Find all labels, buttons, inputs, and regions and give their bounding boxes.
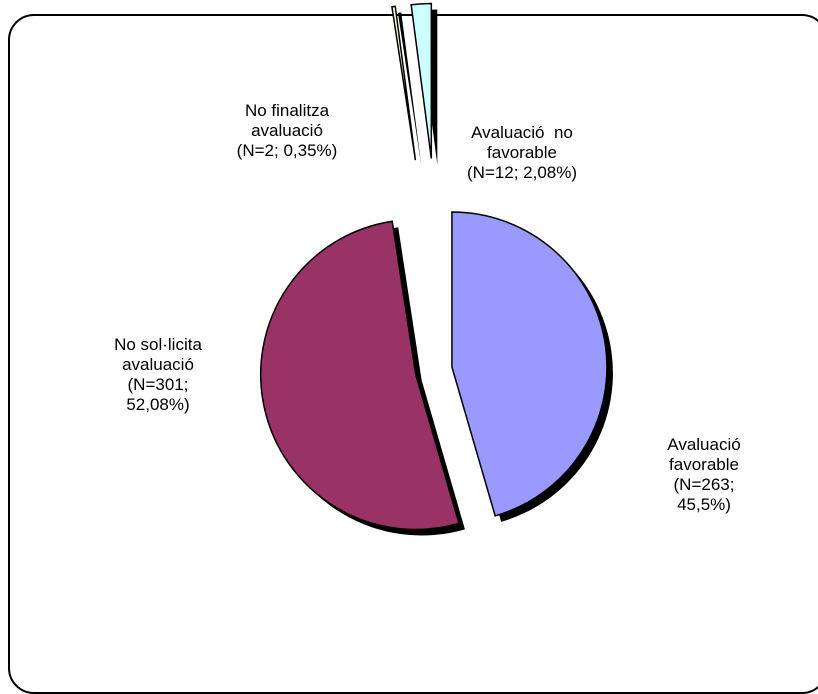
- pie-slice-fill-1: [451, 211, 608, 517]
- slice-label-line: favorable: [669, 455, 739, 474]
- slice-label-1: Avaluació favorable (N=263; 45,5%): [609, 435, 799, 515]
- slice-label-3: No finalitza avaluació (N=2; 0,35%): [192, 101, 382, 161]
- slice-label-4: Avaluació no favorable (N=12; 2,08%): [427, 123, 617, 183]
- pie-slice-fill-4: [410, 2, 433, 159]
- slice-label-line: No finalitza: [244, 101, 330, 120]
- pie-slice-1: [451, 211, 613, 522]
- slice-label-line: 52,08%): [126, 395, 190, 414]
- pie-slice-shadow-3: [397, 12, 422, 167]
- slice-label-line: (N=12; 2,08%): [466, 163, 578, 182]
- slice-label-line: No sol·licita: [114, 335, 202, 354]
- pie-slice-fill-2: [259, 220, 460, 531]
- slice-label-line: (N=301;: [127, 375, 189, 394]
- slice-label-line: Avaluació no: [471, 123, 573, 142]
- slice-label-line: avaluació: [122, 355, 194, 374]
- slice-label-2: No sol·licita avaluació (N=301; 52,08%): [63, 335, 253, 415]
- pie-slice-2: [259, 220, 465, 536]
- pie-slice-fill-3: [391, 5, 417, 161]
- slice-label-line: 45,5%): [677, 495, 731, 514]
- pie-slice-4: [410, 2, 438, 165]
- pie-chart: [259, 2, 613, 536]
- slice-label-line: favorable: [487, 143, 557, 162]
- pie-slice-3: [391, 5, 422, 167]
- slice-label-line: avaluació: [251, 121, 323, 140]
- slice-label-line: (N=263;: [673, 475, 735, 494]
- slice-label-line: Avaluació: [667, 435, 741, 454]
- slice-label-line: (N=2; 0,35%): [236, 141, 338, 160]
